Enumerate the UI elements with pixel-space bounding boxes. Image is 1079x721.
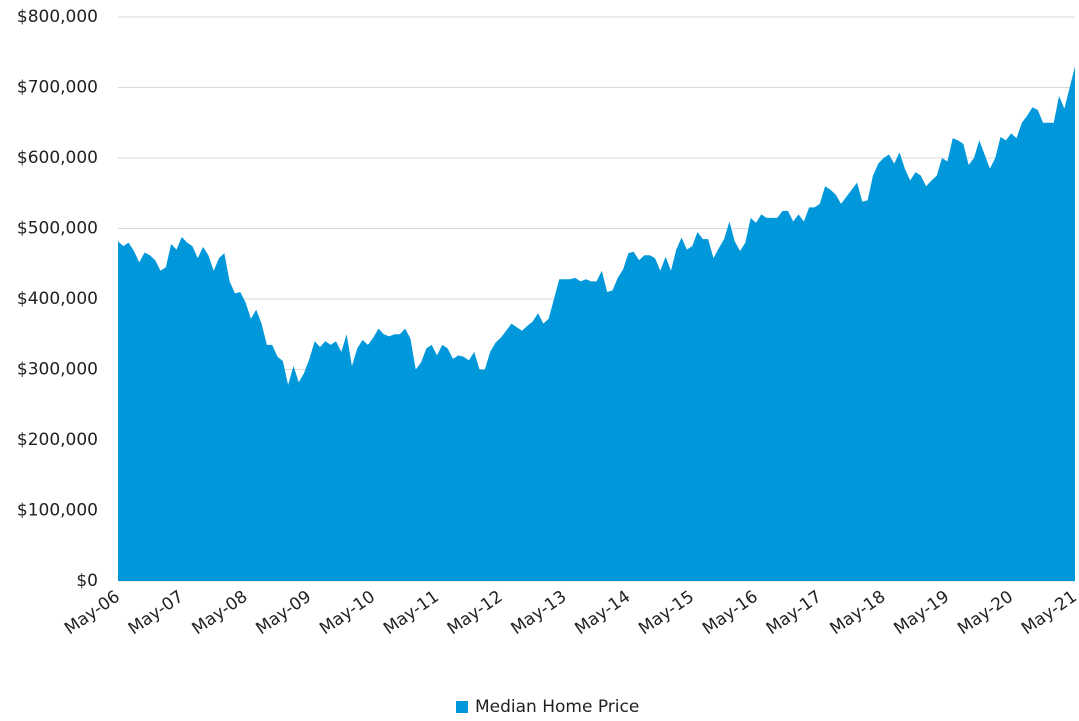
x-tick-label: May-16 <box>699 587 762 639</box>
y-tick-label: $200,000 <box>17 430 98 450</box>
y-tick-label: $500,000 <box>17 219 98 239</box>
x-tick-label: May-17 <box>763 587 826 639</box>
x-tick-label: May-07 <box>125 587 188 639</box>
x-tick-label: May-09 <box>252 587 315 639</box>
x-tick-label: May-19 <box>890 587 953 639</box>
x-tick-label: May-13 <box>508 587 571 639</box>
x-tick-label: May-18 <box>827 587 890 639</box>
x-tick-label: May-10 <box>316 587 379 639</box>
x-tick-label: May-12 <box>444 587 507 639</box>
area <box>118 66 1075 582</box>
y-tick-label: $300,000 <box>17 360 98 380</box>
x-tick-label: May-21 <box>1018 587 1079 639</box>
x-tick-label: May-15 <box>635 587 698 639</box>
x-tick-label: May-08 <box>189 587 252 639</box>
x-tick-label: May-06 <box>61 587 124 639</box>
y-tick-label: $400,000 <box>17 289 98 309</box>
x-tick-label: May-20 <box>954 587 1017 639</box>
legend-label: Median Home Price <box>475 697 639 717</box>
y-tick-label: $700,000 <box>17 78 98 98</box>
legend-swatch <box>456 701 468 713</box>
y-tick-label: $600,000 <box>17 148 98 168</box>
x-tick-label: May-14 <box>571 587 634 639</box>
y-tick-label: $0 <box>76 571 98 591</box>
y-tick-label: $100,000 <box>17 501 98 521</box>
y-tick-label: $800,000 <box>17 7 98 27</box>
x-tick-label: May-11 <box>380 587 443 639</box>
